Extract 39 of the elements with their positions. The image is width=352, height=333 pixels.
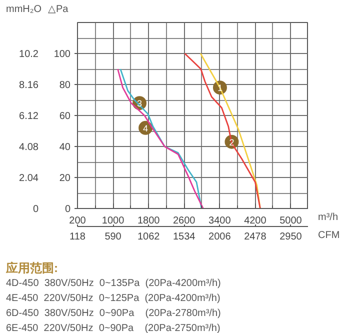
text: 应用范围: — [6, 260, 59, 277]
x2-tick-label: 2478 — [244, 232, 267, 242]
y-tick-label: 0 — [64, 204, 71, 215]
x2-tick-label: 590 — [104, 232, 122, 242]
x-tick-label: 1800 — [137, 216, 160, 226]
line-series — [184, 52, 261, 208]
y-tick-label: 20 — [59, 173, 71, 184]
annotation: 1 — [217, 83, 222, 94]
x2-tick-label: 118 — [70, 232, 86, 242]
x-tick-label: 4200 — [244, 216, 267, 226]
x2-axis-title: CFM — [318, 229, 340, 243]
x-tick-label: 200 — [69, 216, 86, 226]
y2-tick-label: 2.04 — [19, 173, 39, 184]
y2-tick-label: 4.08 — [19, 142, 39, 153]
x-tick-label: 5000 — [280, 216, 302, 226]
annotation: 4 — [143, 123, 148, 134]
y-axis-title: △Pa — [48, 3, 68, 17]
annotation: 2 — [229, 137, 234, 148]
x-axis-title: m³/h — [318, 211, 338, 225]
x2-tick-label: 2950 — [280, 232, 302, 242]
text: 6D-450 380V/50Hz 0~90Pa (20Pa-2780m³/h) — [6, 307, 221, 321]
text: 4E-450 220V/50Hz 0~125Pa (20Pa-4200m³/h) — [6, 292, 221, 306]
x-tick-label: 1000 — [102, 216, 125, 226]
y2-tick-label: 8.16 — [19, 80, 39, 91]
y2-tick-label: 10.2 — [19, 49, 39, 60]
text: 4D-450 380V/50Hz 0~135Pa (20Pa-4200m³/h) — [6, 277, 221, 291]
x-tick-label: 2600 — [172, 216, 196, 226]
y-tick-label: 80 — [59, 80, 71, 91]
x-tick-label: 3400 — [208, 216, 232, 226]
y2-axis-title: mmH₂O — [6, 3, 42, 17]
y-tick-label: 100 — [54, 49, 71, 60]
text: 6E-450 220V/50Hz 0~90Pa (20Pa-2750m³/h) — [6, 322, 221, 333]
x2-tick-label: 1062 — [137, 232, 160, 242]
y2-tick-label: 6.12 — [19, 111, 39, 122]
y2-tick-label: 0 — [32, 204, 39, 215]
x2-tick-label: 1534 — [172, 232, 196, 242]
x2-tick-label: 2006 — [208, 232, 232, 242]
y-tick-label: 40 — [59, 142, 71, 153]
y-tick-label: 60 — [59, 111, 71, 122]
